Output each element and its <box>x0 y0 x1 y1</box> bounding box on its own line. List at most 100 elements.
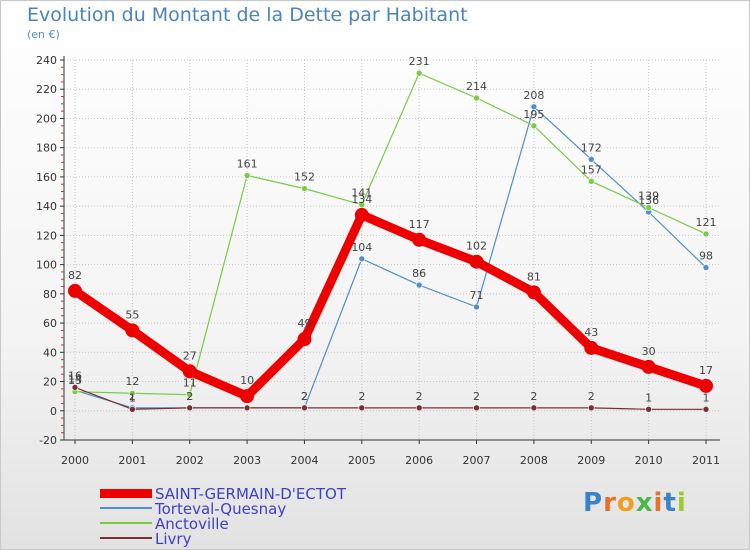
x-tick-label: 2008 <box>520 454 548 467</box>
data-point-saint-germain-d-ectot <box>125 323 140 338</box>
legend-swatch <box>100 537 152 539</box>
logo-letter: i <box>676 488 687 518</box>
data-label-livry: 1 <box>703 391 710 404</box>
logo-letter: P <box>583 488 604 518</box>
logo-letter: r <box>603 488 617 518</box>
data-point-anctoville <box>530 122 538 130</box>
data-point-torteval-quesnay <box>358 255 366 263</box>
data-label-torteval-quesnay: 86 <box>412 267 426 280</box>
data-label-saint-germain-d-ectot: 30 <box>642 345 656 358</box>
data-label-livry: 16 <box>68 369 82 382</box>
data-label-saint-germain-d-ectot: 49 <box>297 317 311 330</box>
data-label-anctoville: 152 <box>294 171 315 184</box>
data-point-torteval-quesnay <box>415 281 423 289</box>
chart-title: Evolution du Montant de la Dette par Hab… <box>27 4 468 26</box>
legend-swatch <box>100 507 152 509</box>
data-point-saint-germain-d-ectot <box>68 283 82 298</box>
x-tick-label: 2007 <box>463 454 491 467</box>
data-point-saint-germain-d-ectot <box>297 332 312 347</box>
data-point-anctoville <box>645 204 652 211</box>
legend-item: Anctoville <box>100 515 500 533</box>
data-label-saint-germain-d-ectot: 82 <box>68 269 82 282</box>
data-label-saint-germain-d-ectot: 27 <box>183 349 197 362</box>
data-label-anctoville: 161 <box>237 157 258 170</box>
data-point-livry <box>358 404 366 412</box>
data-point-saint-germain-d-ectot <box>182 364 197 379</box>
y-tick-label: 0 <box>50 405 57 418</box>
data-label-livry: 1 <box>645 391 652 404</box>
legend-label: SAINT-GERMAIN-D'ECTOT <box>155 485 346 503</box>
x-tick-label: 2002 <box>176 454 204 467</box>
y-tick-label: 200 <box>36 112 57 125</box>
legend-item: Torteval-Quesnay <box>100 500 500 518</box>
data-point-livry <box>301 404 308 412</box>
proxiti-logo: Proxiti <box>583 488 687 518</box>
data-label-saint-germain-d-ectot: 10 <box>240 374 254 387</box>
data-point-livry <box>473 404 480 412</box>
legend-label: Livry <box>155 530 192 548</box>
logo-letter: o <box>616 488 636 518</box>
y-tick-label: 40 <box>43 346 57 359</box>
data-point-saint-germain-d-ectot <box>699 378 713 393</box>
data-label-anctoville: 231 <box>409 55 430 68</box>
data-point-livry <box>243 404 251 412</box>
logo-letter: x <box>635 488 654 518</box>
data-label-torteval-quesnay: 172 <box>581 141 602 154</box>
data-point-anctoville <box>129 389 136 397</box>
data-point-anctoville <box>301 185 308 192</box>
series-line-anctoville <box>74 72 707 396</box>
data-point-livry <box>645 406 652 413</box>
data-label-anctoville: 157 <box>581 163 602 176</box>
data-label-livry: 2 <box>301 390 308 403</box>
y-tick-label: 220 <box>36 83 57 96</box>
data-label-torteval-quesnay: 2 <box>301 390 308 403</box>
y-tick-label: 180 <box>36 142 57 155</box>
data-point-anctoville <box>186 391 194 398</box>
data-point-anctoville <box>587 178 595 185</box>
data-point-saint-germain-d-ectot <box>240 389 255 404</box>
logo-letter: t <box>663 488 677 518</box>
data-point-saint-germain-d-ectot <box>641 359 656 374</box>
legend-label: Torteval-Quesnay <box>155 500 287 518</box>
y-tick-label: -20 <box>39 434 57 447</box>
data-label-torteval-quesnay: 71 <box>470 289 484 302</box>
series-line-saint-germain-d-ectot <box>70 210 711 401</box>
y-tick-label: 80 <box>43 288 57 301</box>
x-tick-label: 2006 <box>405 454 433 467</box>
data-label-livry: 2 <box>530 390 537 403</box>
legend-swatch <box>100 522 152 524</box>
data-label-torteval-quesnay: 136 <box>638 194 659 207</box>
data-point-anctoville <box>358 201 366 208</box>
x-tick-label: 2003 <box>233 454 261 467</box>
data-point-saint-germain-d-ectot <box>412 232 427 247</box>
data-label-saint-germain-d-ectot: 117 <box>409 218 430 231</box>
data-label-torteval-quesnay: 104 <box>351 241 372 254</box>
data-point-livry <box>587 404 595 412</box>
data-point-livry <box>702 406 710 413</box>
data-label-anctoville: 121 <box>696 216 717 229</box>
data-label-anctoville: 141 <box>351 187 372 200</box>
x-tick-label: 2009 <box>577 454 605 467</box>
data-label-torteval-quesnay: 98 <box>699 250 713 263</box>
series-line-livry <box>74 386 707 410</box>
x-tick-label: 2010 <box>635 454 663 467</box>
data-label-anctoville: 13 <box>68 374 82 387</box>
series-line-torteval-quesnay <box>74 106 707 409</box>
data-point-torteval-quesnay <box>587 156 595 163</box>
data-point-livry <box>186 404 194 412</box>
data-point-anctoville <box>243 172 251 179</box>
data-label-anctoville: 214 <box>466 80 487 93</box>
data-label-saint-germain-d-ectot: 55 <box>125 308 139 321</box>
data-label-anctoville: 139 <box>638 190 659 203</box>
y-tick-label: 140 <box>36 200 57 213</box>
x-tick-label: 2011 <box>692 454 720 467</box>
x-tick-label: 2000 <box>61 454 89 467</box>
data-label-livry: 2 <box>588 390 595 403</box>
x-tick-label: 2005 <box>348 454 376 467</box>
y-tick-label: 160 <box>36 171 57 184</box>
data-label-torteval-quesnay: 14 <box>68 372 82 385</box>
data-point-anctoville <box>702 230 710 238</box>
data-label-anctoville: 11 <box>183 377 197 390</box>
data-point-torteval-quesnay <box>530 103 538 111</box>
